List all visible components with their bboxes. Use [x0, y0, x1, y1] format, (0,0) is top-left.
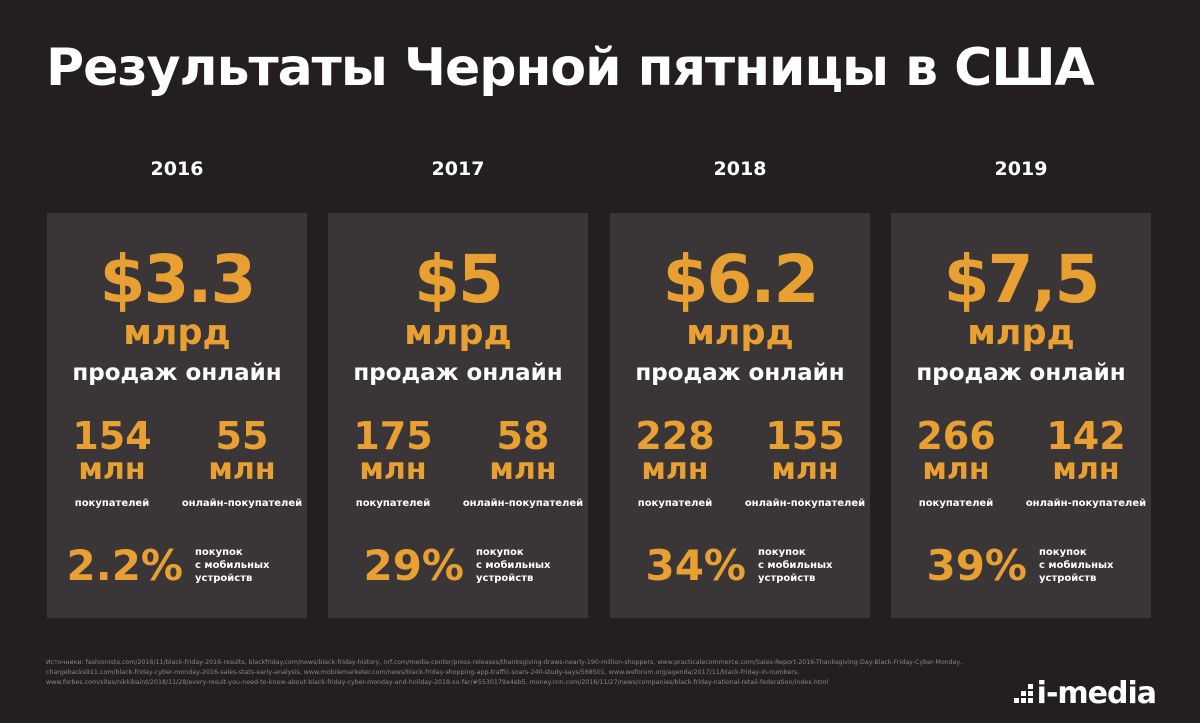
mobile-label-line: с мобильных [758, 560, 833, 571]
year-label: 2018 [713, 158, 767, 180]
sources-footnote: Источники: fashionista.com/2016/11/black… [46, 658, 1006, 688]
online-shoppers-value: 55 [215, 414, 269, 458]
online-shoppers-value: 155 [765, 414, 845, 458]
shoppers-label: покупателей [918, 498, 994, 509]
mobile-label-line: устройств [476, 573, 534, 584]
shoppers-label: покупателей [637, 498, 713, 509]
shoppers-stat: 175 млн покупателей [328, 414, 458, 509]
online-shoppers-unit: млн [1052, 452, 1120, 487]
mobile-percent: 39% [926, 541, 1027, 590]
year-label: 2016 [150, 158, 204, 180]
mobile-label-line: покупок [758, 547, 806, 558]
mobile-stat: 29% покупок с мобильных устройств [328, 541, 588, 601]
mobile-stat: 39% покупок с мобильных устройств [891, 541, 1151, 601]
mobile-label-line: устройств [1039, 573, 1097, 584]
shoppers-stat: 228 млн покупателей [610, 414, 740, 509]
mobile-percent: 29% [363, 541, 464, 590]
shoppers-unit: млн [359, 452, 427, 487]
online-sales-label: продаж онлайн [916, 360, 1126, 386]
mobile-label: покупок с мобильных устройств [1039, 546, 1144, 585]
year-label: 2019 [994, 158, 1048, 180]
online-sales-label: продаж онлайн [72, 360, 282, 386]
online-shoppers-label: онлайн-покупателей [181, 498, 303, 509]
online-shoppers-value: 142 [1046, 414, 1126, 458]
shoppers-stat: 154 млн покупателей [47, 414, 177, 509]
online-shoppers-unit: млн [208, 452, 276, 487]
shoppers-stat: 266 млн покупателей [891, 414, 1021, 509]
sources-line: Источники: fashionista.com/2016/11/black… [46, 659, 963, 666]
page-title: Результаты Черной пятницы в США [46, 38, 1095, 98]
mobile-label-line: с мобильных [195, 560, 270, 571]
online-sales-amount: $7,5 [943, 241, 1101, 318]
online-shoppers-value: 58 [496, 414, 550, 458]
mobile-label: покупок с мобильных устройств [195, 546, 300, 585]
mobile-label-line: с мобильных [476, 560, 551, 571]
mobile-label-line: покупок [1039, 547, 1087, 558]
online-shoppers-unit: млн [489, 452, 557, 487]
online-sales-amount: $5 [414, 241, 504, 318]
shoppers-unit: млн [78, 452, 146, 487]
online-shoppers-label: онлайн-покупателей [744, 498, 866, 509]
shoppers-value: 266 [916, 414, 996, 458]
mobile-stat: 34% покупок с мобильных устройств [610, 541, 870, 601]
shoppers-value: 154 [72, 414, 152, 458]
sources-line: www.forbes.com/sites/nikkibaird/2018/11/… [46, 679, 829, 686]
year-label: 2017 [431, 158, 485, 180]
online-sales-label: продаж онлайн [353, 360, 563, 386]
online-sales-unit: млрд [404, 313, 512, 353]
online-shoppers-stat: 58 млн онлайн-покупателей [458, 414, 588, 509]
sources-line: chargebacks911.com/black-friday-cyber-mo… [46, 669, 800, 676]
mobile-percent: 2.2% [66, 541, 183, 590]
year-card: $6.2 млрд продаж онлайн 228 млн покупате… [610, 213, 870, 618]
online-shoppers-stat: 55 млн онлайн-покупателей [177, 414, 307, 509]
mobile-label-line: устройств [195, 573, 253, 584]
i-media-logo: i-media [1013, 676, 1157, 711]
online-sales-unit: млрд [123, 313, 231, 353]
year-card: $7,5 млрд продаж онлайн 266 млн покупате… [891, 213, 1151, 618]
online-sales-unit: млрд [967, 313, 1075, 353]
logo-text: i-media [1036, 676, 1157, 711]
mobile-percent: 34% [645, 541, 746, 590]
online-sales-label: продаж онлайн [635, 360, 845, 386]
mobile-stat: 2.2% покупок с мобильных устройств [47, 541, 307, 601]
online-sales-amount: $6.2 [662, 241, 820, 318]
mobile-label-line: с мобильных [1039, 560, 1114, 571]
online-shoppers-stat: 155 млн онлайн-покупателей [740, 414, 870, 509]
logo-mark-icon [1013, 684, 1033, 703]
mobile-label: покупок с мобильных устройств [476, 546, 581, 585]
shoppers-label: покупателей [355, 498, 431, 509]
online-shoppers-label: онлайн-покупателей [1025, 498, 1147, 509]
mobile-label-line: устройств [758, 573, 816, 584]
mobile-label-line: покупок [476, 547, 524, 558]
online-shoppers-label: онлайн-покупателей [462, 498, 584, 509]
mobile-label-line: покупок [195, 547, 243, 558]
online-sales-unit: млрд [686, 313, 794, 353]
online-shoppers-unit: млн [771, 452, 839, 487]
mobile-label: покупок с мобильных устройств [758, 546, 863, 585]
shoppers-value: 175 [353, 414, 433, 458]
shoppers-value: 228 [635, 414, 715, 458]
shoppers-unit: млн [922, 452, 990, 487]
shoppers-unit: млн [641, 452, 709, 487]
year-card: $3.3 млрд продаж онлайн 154 млн покупате… [47, 213, 307, 618]
online-shoppers-stat: 142 млн онлайн-покупателей [1021, 414, 1151, 509]
shoppers-label: покупателей [74, 498, 150, 509]
online-sales-amount: $3.3 [99, 241, 257, 318]
year-card: $5 млрд продаж онлайн 175 млн покупателе… [328, 213, 588, 618]
